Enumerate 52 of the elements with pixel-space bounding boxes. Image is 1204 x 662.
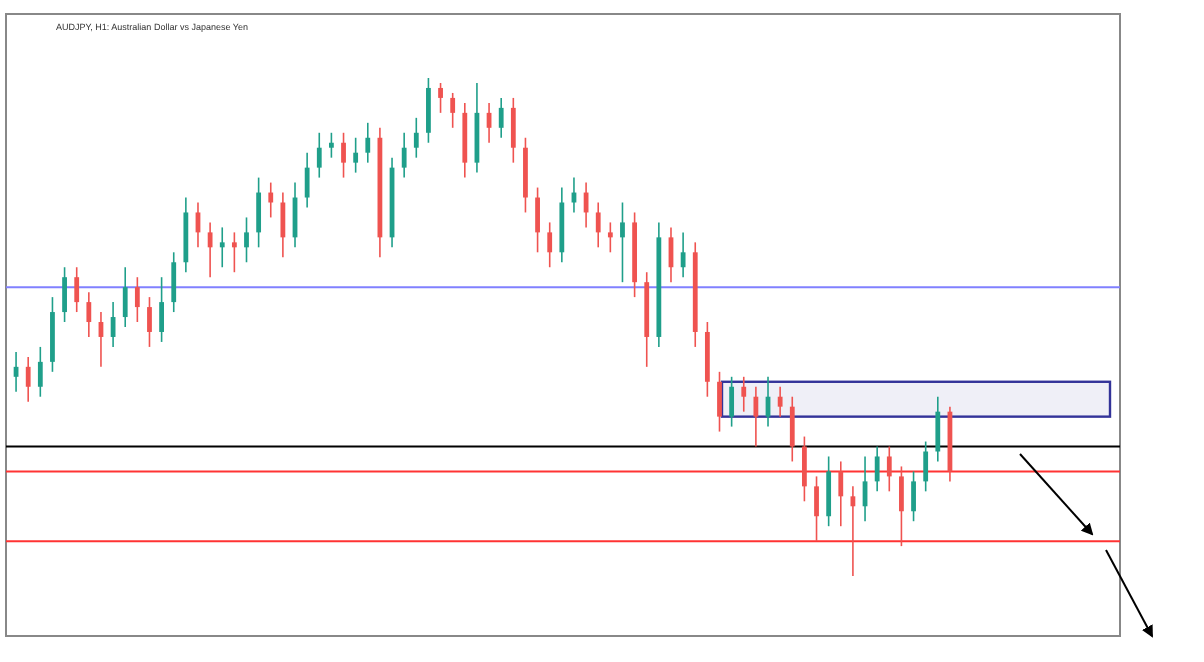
candlestick xyxy=(814,475,819,542)
candlestick xyxy=(256,176,262,249)
candlestick xyxy=(789,395,795,463)
candlestick xyxy=(341,131,346,179)
candlestick xyxy=(680,231,686,278)
candlestick xyxy=(207,221,213,278)
candlestick xyxy=(426,77,431,144)
candlestick xyxy=(923,440,929,493)
candlestick xyxy=(717,371,722,433)
candlestick xyxy=(353,136,359,174)
candlestick xyxy=(365,122,371,164)
candlestick xyxy=(607,221,613,254)
candlestick xyxy=(37,346,43,398)
candlestick xyxy=(874,445,880,493)
candlestick xyxy=(498,97,504,139)
candlestick xyxy=(438,82,443,114)
candlestick xyxy=(777,385,783,418)
candlestick xyxy=(753,385,759,448)
candlestick xyxy=(620,201,625,283)
candlestick xyxy=(935,395,941,463)
candlestick xyxy=(802,435,807,503)
candlestick xyxy=(231,231,237,274)
candlestick xyxy=(280,191,286,259)
candlestick xyxy=(450,92,456,129)
candlestick xyxy=(171,251,177,313)
candlestick xyxy=(122,266,128,328)
candlestick xyxy=(86,291,92,338)
candlestick xyxy=(159,276,164,343)
candlestick xyxy=(886,445,892,493)
candlestick xyxy=(911,470,916,523)
candlestick xyxy=(304,151,310,209)
candlestick xyxy=(595,201,601,249)
candlestick xyxy=(510,97,516,164)
candlestick xyxy=(729,376,735,428)
candlestick xyxy=(316,131,322,179)
candlestick xyxy=(826,455,832,527)
candlestick xyxy=(899,465,904,547)
candlestick xyxy=(329,131,334,159)
candlestick xyxy=(535,186,540,254)
candlestick xyxy=(547,221,553,269)
candlestick xyxy=(244,216,249,264)
candlestick xyxy=(62,266,67,323)
candlestick xyxy=(147,296,152,348)
candlestick xyxy=(74,266,80,313)
candlestick xyxy=(741,376,747,413)
candlestick xyxy=(838,460,844,527)
candlestick xyxy=(219,226,225,269)
candlestick xyxy=(268,181,274,219)
candlestick xyxy=(25,356,31,403)
candlestick xyxy=(134,276,140,323)
candlestick xyxy=(401,131,407,179)
candlestick xyxy=(413,117,419,159)
